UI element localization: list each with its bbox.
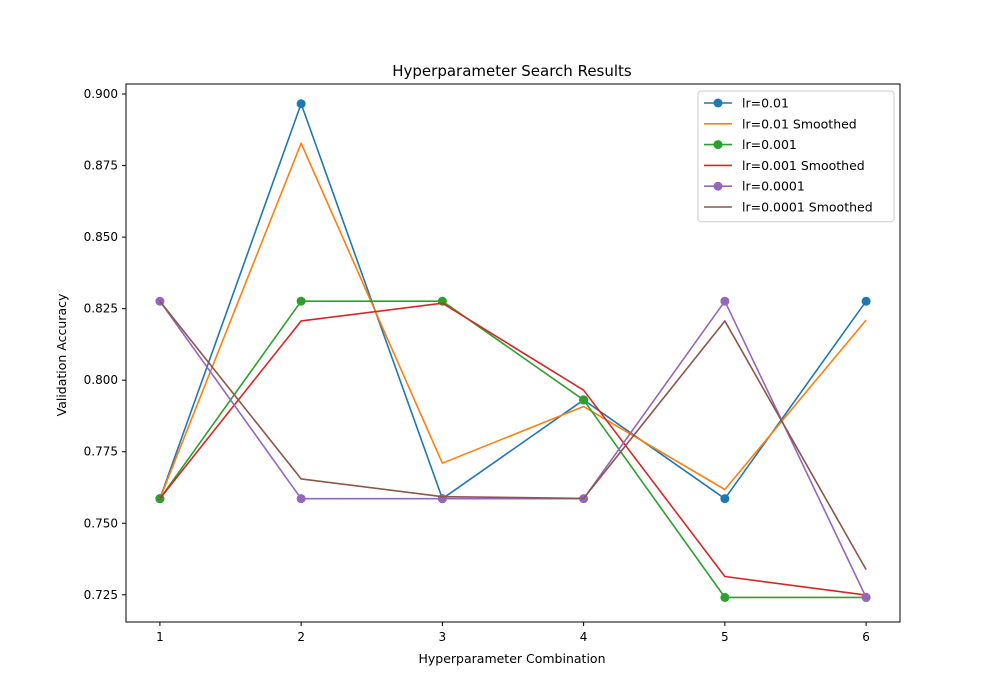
y-tick-label: 0.750 (84, 516, 118, 530)
series-5 (159, 300, 867, 571)
series-3 (159, 302, 867, 596)
legend-label: lr=0.0001 Smoothed (742, 200, 873, 215)
legend-marker (713, 181, 723, 191)
chart-title: Hyperparameter Search Results (392, 62, 632, 80)
legend-item[interactable]: lr=0.001 Smoothed (704, 158, 865, 173)
y-tick-label: 0.850 (84, 230, 118, 244)
data-point (861, 296, 871, 306)
legend-label: lr=0.01 (742, 96, 789, 111)
legend-item[interactable]: lr=0.0001 Smoothed (704, 200, 873, 215)
legend-marker (713, 98, 723, 108)
legend-label: lr=0.001 Smoothed (742, 158, 865, 173)
legend[interactable]: lr=0.01 lr=0.01 Smoothed lr=0.001 lr=0.001 … (697, 90, 895, 223)
legend-item[interactable]: lr=0.01 Smoothed (704, 116, 857, 131)
x-tick-label: 6 (862, 630, 870, 644)
series-line (159, 102, 867, 500)
legend-marker (713, 140, 723, 150)
x-tick-label: 1 (156, 630, 164, 644)
plot-frame (125, 83, 901, 623)
data-point (720, 494, 730, 504)
y-axis-title: Validation Accuracy (54, 293, 69, 416)
series-line (159, 142, 867, 499)
series-line (159, 300, 867, 599)
series-line (159, 300, 867, 598)
x-axis: 1 2 3 4 5 6 (156, 622, 870, 644)
y-tick-label: 0.875 (84, 159, 118, 173)
y-axis: 0.725 0.750 0.775 0.800 0.825 0.850 0.875 0.900 (84, 87, 126, 602)
data-point (296, 296, 306, 306)
legend-item[interactable]: lr=0.01 (704, 96, 789, 111)
y-tick-label: 0.800 (84, 373, 118, 387)
series-line (159, 300, 867, 571)
x-axis-title: Hyperparameter Combination (418, 651, 605, 666)
data-point (296, 99, 306, 109)
legend-box (697, 90, 895, 223)
x-tick-label: 4 (580, 630, 588, 644)
y-tick-label: 0.725 (84, 588, 118, 602)
data-point (296, 494, 306, 504)
data-point (579, 395, 589, 405)
legend-label: lr=0.0001 (742, 179, 805, 194)
y-tick-label: 0.900 (84, 87, 118, 101)
plot-area (125, 83, 901, 623)
legend-label: lr=0.001 (742, 137, 797, 152)
data-point (720, 592, 730, 602)
legend-item[interactable]: lr=0.0001 (704, 179, 805, 194)
y-tick-label: 0.775 (84, 445, 118, 459)
y-tick-label: 0.825 (84, 302, 118, 316)
x-tick-label: 2 (297, 630, 305, 644)
series-line (159, 302, 867, 596)
data-point (720, 296, 730, 306)
data-point (861, 592, 871, 602)
x-tick-label: 3 (439, 630, 447, 644)
legend-item[interactable]: lr=0.001 (704, 137, 797, 152)
series-1 (159, 142, 867, 499)
legend-label: lr=0.01 Smoothed (742, 116, 857, 131)
x-tick-label: 5 (721, 630, 729, 644)
